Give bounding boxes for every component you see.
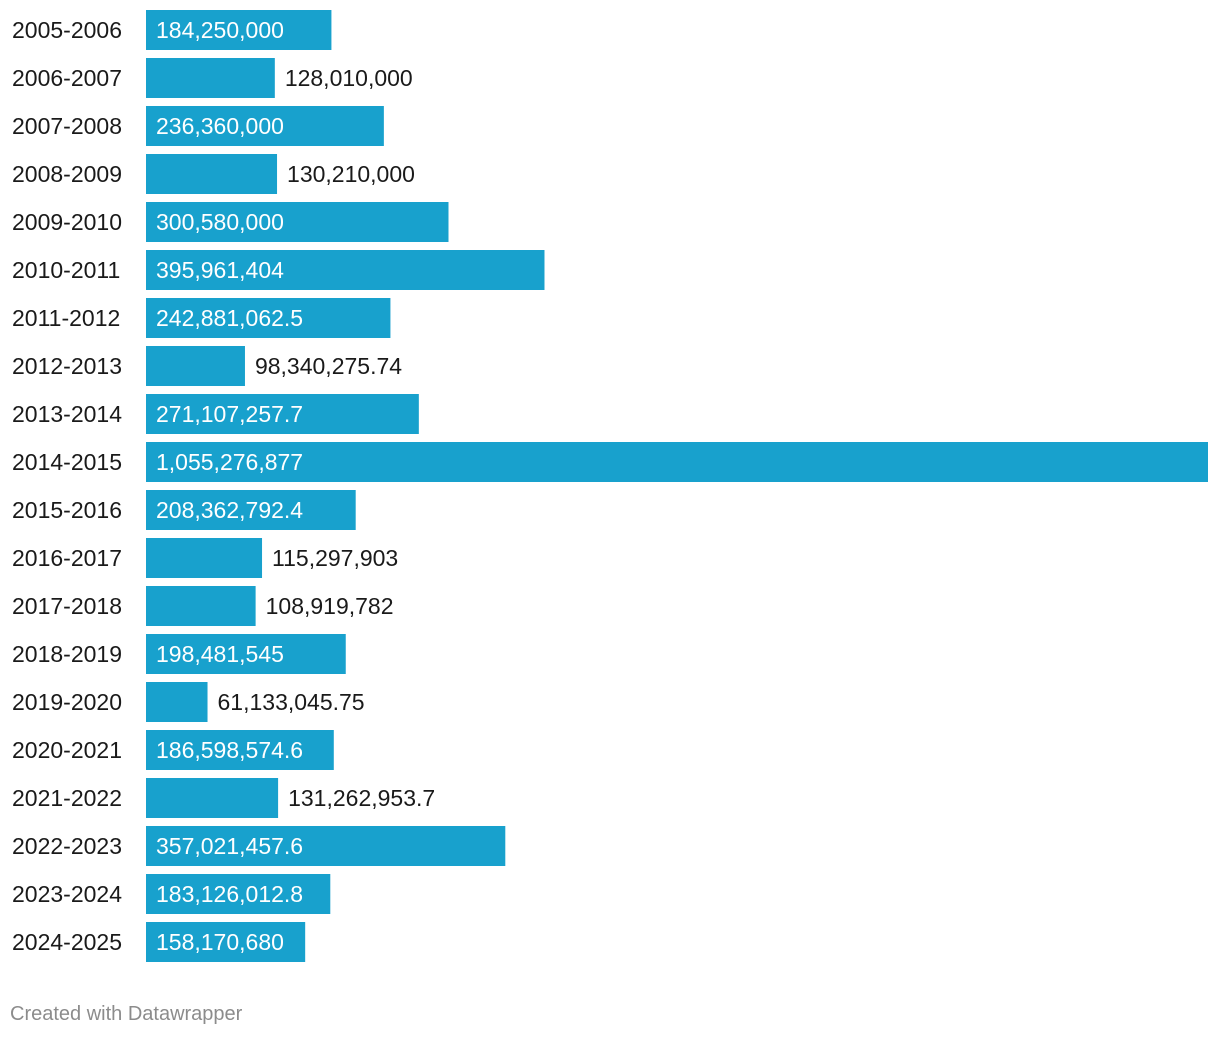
bar [146,58,275,98]
bar [146,922,306,962]
category-label: 2022-2023 [12,833,122,859]
value-label: 98,340,275.74 [255,353,402,379]
bar [146,442,1208,482]
category-label: 2007-2008 [12,113,122,139]
category-label: 2013-2014 [12,401,122,427]
bar [146,490,356,530]
bar [146,10,332,50]
category-label: 2010-2011 [12,257,120,283]
bar [146,682,208,722]
value-label: 1,055,276,877 [156,449,303,475]
value-label: 208,362,792.4 [156,497,303,523]
value-label: 395,961,404 [156,257,284,283]
category-label: 2021-2022 [12,785,122,811]
value-label: 183,126,012.8 [156,881,303,907]
bar [146,874,331,914]
category-label: 2012-2013 [12,353,122,379]
bar [146,730,334,770]
category-label: 2019-2020 [12,689,122,715]
category-label: 2023-2024 [12,881,122,907]
bar [146,154,278,194]
value-label: 115,297,903 [272,545,398,571]
bar [146,634,346,674]
value-label: 128,010,000 [285,65,413,91]
bar [146,826,506,866]
category-label: 2024-2025 [12,929,122,955]
bar [146,538,263,578]
category-label: 2011-2012 [12,305,120,331]
value-label: 130,210,000 [287,161,415,187]
bar [146,202,449,242]
bar [146,778,279,818]
category-label: 2008-2009 [12,161,122,187]
value-label: 236,360,000 [156,113,284,139]
category-label: 2020-2021 [12,737,122,763]
value-label: 184,250,000 [156,17,284,43]
category-label: 2015-2016 [12,497,122,523]
category-label: 2016-2017 [12,545,122,571]
value-label: 357,021,457.6 [156,833,303,859]
value-label: 131,262,953.7 [288,785,435,811]
value-label: 158,170,680 [156,929,284,955]
value-label: 242,881,062.5 [156,305,303,331]
value-label: 61,133,045.75 [218,689,365,715]
datawrapper-credit: Created with Datawrapper [10,1003,243,1025]
bar [146,106,384,146]
bar [146,250,545,290]
category-label: 2017-2018 [12,593,122,619]
bar [146,394,419,434]
category-label: 2006-2007 [12,65,122,91]
value-label: 108,919,782 [266,593,394,619]
bar [146,586,256,626]
bar [146,346,245,386]
value-label: 271,107,257.7 [156,401,303,427]
category-label: 2005-2006 [12,17,122,43]
bar-chart: 2005-2006 184,250,000 2006-2007 128,010,000… [12,10,1208,962]
value-label: 198,481,545 [156,641,284,667]
category-label: 2009-2010 [12,209,122,235]
category-label: 2014-2015 [12,449,122,475]
category-label: 2018-2019 [12,641,122,667]
bar [146,298,391,338]
value-label: 186,598,574.6 [156,737,303,763]
value-label: 300,580,000 [156,209,284,235]
